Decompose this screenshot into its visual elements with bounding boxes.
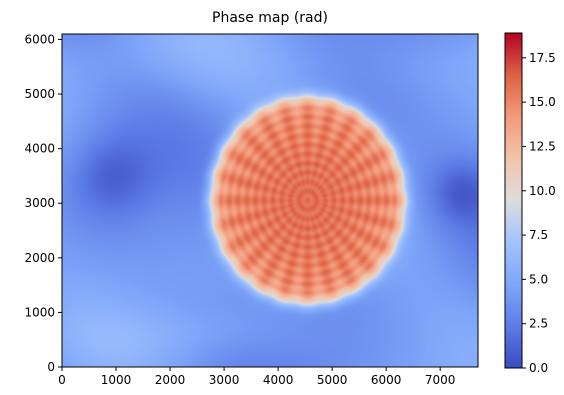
y-tick-label: 2000 [24,251,55,265]
colorbar [505,33,522,368]
x-tick-label: 3000 [209,373,240,387]
x-tick-label: 1000 [101,373,132,387]
plot-area [62,34,478,367]
x-tick-label: 4000 [263,373,294,387]
y-axis: 0 1000 2000 3000 4000 5000 6000 [24,32,62,374]
colorbar-tick-label: 17.5 [529,51,556,65]
chart-title: Phase map (rad) [212,10,328,26]
colorbar-tick-label: 15.0 [529,95,556,109]
y-tick-label: 0 [47,360,55,374]
plot-frame [61,33,479,368]
y-tick-label: 5000 [24,87,55,101]
colorbar-tick-label: 5.0 [529,272,548,286]
colorbar-tick-label: 7.5 [529,228,548,242]
x-tick-label: 7000 [425,373,456,387]
colorbar-axis: 0.0 2.5 5.0 7.5 10.0 12.5 15.0 17.5 [522,51,556,375]
x-tick-label: 0 [58,373,66,387]
y-tick-label: 6000 [24,32,55,46]
heatmap-image [62,34,478,367]
x-tick-label: 2000 [155,373,186,387]
colorbar-frame [504,32,523,369]
colorbar-tick-label: 0.0 [529,361,548,375]
colorbar-tick-label: 12.5 [529,139,556,153]
x-tick-label: 6000 [371,373,402,387]
colorbar-tick-label: 2.5 [529,317,548,331]
x-axis: 0 1000 2000 3000 4000 5000 6000 7000 [58,367,455,387]
x-tick-label: 5000 [317,373,348,387]
y-tick-label: 1000 [24,305,55,319]
y-tick-label: 3000 [24,196,55,210]
colorbar-tick-label: 10.0 [529,184,556,198]
y-tick-label: 4000 [24,142,55,156]
